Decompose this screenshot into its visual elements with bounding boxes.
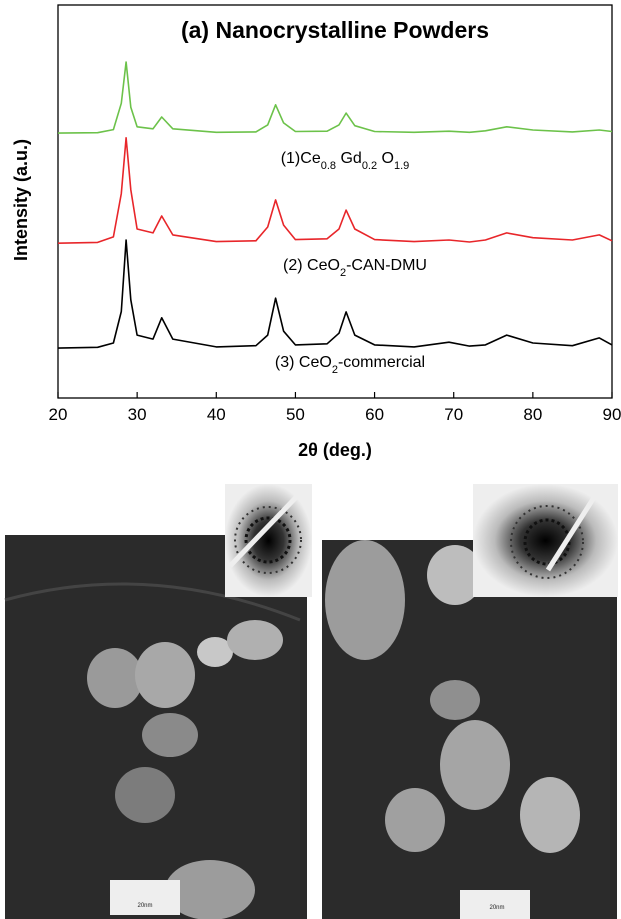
x-tick-label: 30 bbox=[128, 405, 147, 424]
y-axis-label: Intensity (a.u.) bbox=[11, 139, 31, 261]
label-part: (2) CeO bbox=[283, 257, 340, 274]
trace-label: (2) CeO2-CAN-DMU bbox=[283, 257, 427, 279]
x-axis-label: 2θ (deg.) bbox=[298, 440, 372, 460]
diffraction-inset-right bbox=[473, 484, 618, 597]
label-part: -commercial bbox=[338, 354, 425, 371]
x-tick-label: 60 bbox=[365, 405, 384, 424]
label-part: (3) CeO bbox=[275, 354, 332, 371]
plot-frame bbox=[57, 4, 613, 399]
x-tick-label: 90 bbox=[603, 405, 621, 424]
x-tick-label: 70 bbox=[444, 405, 463, 424]
label-part: 0.2 bbox=[362, 160, 377, 172]
label-part: 2 bbox=[332, 364, 338, 376]
x-tick-label: 20 bbox=[49, 405, 68, 424]
tem-image-left bbox=[4, 535, 307, 919]
xrd-trace bbox=[57, 137, 613, 244]
tem-image-right bbox=[322, 540, 617, 919]
diffraction-inset-left bbox=[225, 484, 312, 597]
label-part: -CAN-DMU bbox=[346, 257, 427, 274]
label-part: Gd bbox=[336, 150, 362, 167]
xrd-trace bbox=[57, 61, 613, 134]
x-tick-label: 50 bbox=[286, 405, 305, 424]
x-tick-label: 40 bbox=[207, 405, 226, 424]
label-part: 2 bbox=[340, 267, 346, 279]
chart-title: (a) Nanocrystalline Powders bbox=[181, 17, 489, 43]
label-part: 1.9 bbox=[394, 160, 409, 172]
scale-label: 20nm bbox=[489, 905, 504, 911]
trace-label: (1)Ce0.8 Gd0.2 O1.9 bbox=[281, 150, 410, 172]
label-part: 0.8 bbox=[321, 160, 336, 172]
trace-label: (3) CeO2-commercial bbox=[275, 354, 425, 376]
xrd-trace bbox=[57, 239, 613, 349]
label-part: O bbox=[377, 150, 394, 167]
label-part: (1)Ce bbox=[281, 150, 321, 167]
x-tick-label: 80 bbox=[523, 405, 542, 424]
scale-label: 20nm bbox=[137, 903, 152, 909]
